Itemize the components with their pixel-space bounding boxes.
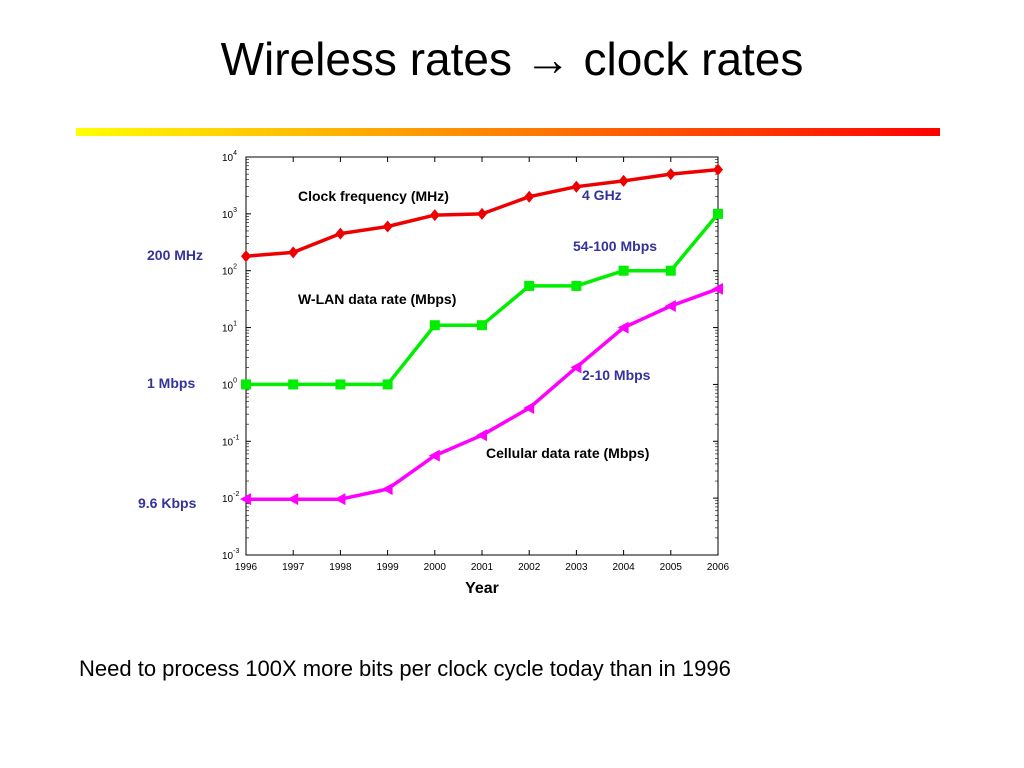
slide-title: Wireless rates → clock rates bbox=[220, 33, 804, 85]
wlan-series-label: W-LAN data rate (Mbps) bbox=[298, 291, 456, 307]
x-tick-label: 1998 bbox=[329, 562, 352, 573]
x-axis-label: Year bbox=[465, 580, 499, 597]
x-tick-label: 2003 bbox=[565, 562, 588, 573]
wlan-point bbox=[571, 280, 582, 291]
clock-point bbox=[241, 250, 251, 263]
clock-point bbox=[571, 180, 582, 193]
y-tick-label: 100 bbox=[222, 377, 237, 391]
clock-series-label: Clock frequency (MHz) bbox=[298, 188, 449, 204]
wlan-point bbox=[335, 379, 346, 390]
clock-point bbox=[524, 190, 535, 203]
x-tick-label: 2004 bbox=[612, 562, 635, 573]
wlan-point bbox=[618, 265, 629, 276]
clock-point bbox=[335, 227, 346, 240]
cellular-point bbox=[664, 299, 676, 312]
y-tick-label: 10-3 bbox=[222, 548, 239, 562]
y-tick-label: 104 bbox=[222, 150, 237, 164]
wlan-point bbox=[288, 379, 299, 390]
y-tick-label: 10-2 bbox=[222, 491, 239, 505]
x-tick-label: 2000 bbox=[424, 562, 447, 573]
clock-point bbox=[429, 209, 440, 222]
wlan-point bbox=[524, 280, 535, 291]
y-tick-label: 102 bbox=[222, 264, 237, 278]
cellular-point bbox=[617, 321, 629, 334]
clock-end-annotation: 4 GHz bbox=[582, 187, 622, 203]
cellular-point bbox=[476, 429, 487, 442]
y-tick-label: 101 bbox=[222, 321, 237, 335]
clock-point bbox=[665, 168, 676, 181]
clock-point bbox=[618, 174, 629, 187]
wlan-point bbox=[382, 379, 393, 390]
wlan-point bbox=[713, 208, 723, 219]
cellular-point bbox=[240, 493, 251, 506]
cellular-point bbox=[428, 449, 440, 462]
wlan-point bbox=[477, 320, 487, 331]
clock-start-annotation: 200 MHz bbox=[147, 247, 203, 263]
cellular-end-annotation: 2-10 Mbps bbox=[582, 367, 651, 383]
clock-point bbox=[288, 246, 299, 259]
x-tick-label: 2005 bbox=[660, 562, 683, 573]
cellular-point bbox=[334, 493, 346, 506]
clock-point bbox=[477, 207, 487, 220]
title-gradient-bar bbox=[76, 128, 940, 136]
clock-point bbox=[713, 163, 723, 176]
wlan-end-annotation: 54-100 Mbps bbox=[573, 238, 657, 254]
cellular-point bbox=[712, 282, 723, 295]
y-tick-label: 10-1 bbox=[222, 434, 239, 448]
x-tick-label: 1997 bbox=[282, 562, 305, 573]
wlan-point bbox=[241, 379, 251, 390]
wlan-point bbox=[665, 265, 676, 276]
clock-point bbox=[382, 220, 393, 233]
y-tick-label: 103 bbox=[222, 207, 237, 221]
cellular-series-label: Cellular data rate (Mbps) bbox=[486, 445, 649, 461]
cellular-point bbox=[287, 493, 299, 506]
cellular-point bbox=[570, 361, 582, 374]
footer-text: Need to process 100X more bits per clock… bbox=[79, 656, 731, 681]
x-tick-label: 1999 bbox=[376, 562, 399, 573]
cellular-start-annotation: 9.6 Kbps bbox=[138, 495, 197, 511]
x-tick-label: 2006 bbox=[707, 562, 730, 573]
wlan-start-annotation: 1 Mbps bbox=[147, 375, 195, 391]
x-tick-label: 1996 bbox=[235, 562, 258, 573]
x-tick-label: 2002 bbox=[518, 562, 541, 573]
wlan-point bbox=[429, 320, 440, 331]
cellular-point bbox=[523, 402, 535, 415]
cellular-point bbox=[381, 483, 393, 496]
x-tick-label: 2001 bbox=[471, 562, 494, 573]
